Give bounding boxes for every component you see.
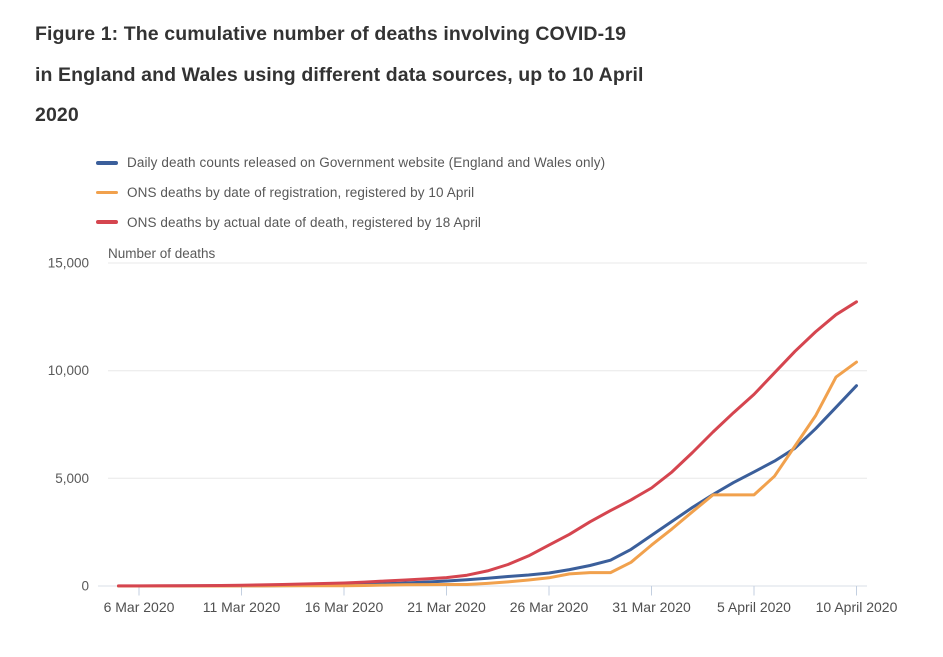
legend-label: Daily death counts released on Governmen…	[127, 155, 606, 171]
x-tick-label: 31 Mar 2020	[612, 599, 691, 615]
x-tick-label: 6 Mar 2020	[104, 599, 175, 615]
y-tick-label-15000: 15,000	[48, 256, 89, 271]
x-tick-label: 10 April 2020	[816, 599, 898, 615]
figure-title-line-3: 2020	[35, 104, 79, 126]
legend-label: ONS deaths by actual date of death, regi…	[127, 214, 482, 230]
deaths-line-chart: Number of deaths 0 5,000 10,000 15,000 6 Mar…	[48, 246, 898, 616]
legend-item-ons-registration: ONS deaths by date of registration, regi…	[96, 178, 605, 208]
legend-swatch-blue	[96, 161, 118, 165]
figure-title-line-1: Figure 1: The cumulative number of death…	[35, 23, 627, 45]
series-layer	[117, 300, 858, 588]
legend-swatch-red	[96, 220, 118, 224]
tick-layer: 0 5,000 10,000 15,000 6 Mar 2020 11 Mar 2020 1…	[48, 256, 898, 616]
y-tick-label-0: 0	[81, 579, 89, 594]
x-tick-label: 16 Mar 2020	[305, 599, 384, 615]
x-tick-label: 5 April 2020	[717, 599, 791, 615]
y-tick-label-10000: 10,000	[48, 363, 89, 378]
series-line-government-counts	[117, 384, 858, 588]
legend-item-ons-occurrence: ONS deaths by actual date of death, regi…	[96, 207, 605, 237]
legend-item-government-counts: Daily death counts released on Governmen…	[96, 148, 605, 178]
legend-label: ONS deaths by date of registration, regi…	[127, 185, 475, 201]
chart-legend: Daily death counts released on Governmen…	[96, 148, 605, 237]
x-tick-label: 21 Mar 2020	[407, 599, 486, 615]
y-tick-label-5000: 5,000	[55, 471, 89, 486]
series-line-ons-occurrence	[117, 300, 858, 588]
figure-title-line-2: in England and Wales using different dat…	[35, 63, 644, 86]
y-axis-title: Number of deaths	[108, 246, 216, 261]
grid-layer	[98, 262, 867, 587]
x-tick-label: 11 Mar 2020	[203, 599, 281, 615]
figure-title: Figure 1: The cumulative number of death…	[35, 14, 835, 136]
legend-swatch-orange	[96, 190, 118, 195]
series-line-ons-registration	[117, 360, 858, 588]
x-tick-label: 26 Mar 2020	[510, 599, 589, 615]
